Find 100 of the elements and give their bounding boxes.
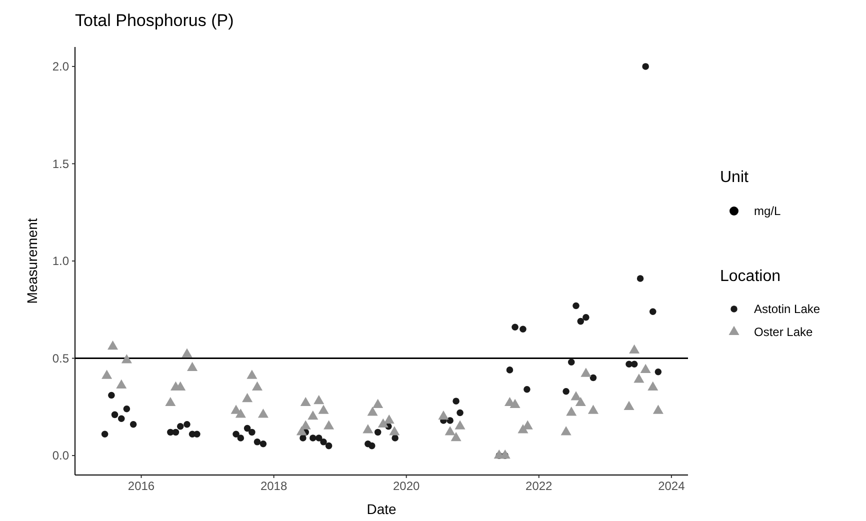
point: [300, 396, 311, 406]
y-tick-label: 0.0: [52, 448, 70, 463]
y-tick-label: 1.0: [52, 254, 70, 268]
point: [642, 63, 649, 70]
point: [172, 428, 180, 436]
point: [242, 393, 253, 402]
point: [524, 386, 530, 393]
point: [572, 302, 580, 310]
point: [652, 404, 664, 414]
point: [570, 391, 582, 400]
point: [560, 426, 572, 436]
point: [510, 398, 520, 408]
y-tick-label: 2.0: [52, 60, 70, 74]
point: [372, 398, 384, 408]
point: [636, 275, 644, 282]
point: [235, 408, 246, 418]
point: [450, 432, 462, 442]
point: [590, 374, 597, 382]
point: [588, 404, 598, 414]
point: [118, 415, 125, 422]
point: [324, 420, 334, 430]
point: [184, 421, 190, 428]
point: [320, 438, 327, 446]
point: [308, 410, 318, 420]
point: [246, 370, 258, 379]
point: [389, 426, 400, 436]
point: [367, 406, 378, 416]
point: [123, 405, 130, 412]
point: [520, 326, 526, 332]
point: [165, 396, 176, 406]
y-tick-label: 0.5: [52, 351, 70, 366]
point: [640, 364, 651, 373]
point: [111, 411, 118, 418]
point: [102, 370, 112, 379]
point: [258, 408, 268, 418]
point: [254, 438, 261, 446]
x-axis-title: Date: [366, 501, 396, 517]
x-tick-label: 2020: [393, 479, 420, 493]
y-axis-title: Measurement: [24, 218, 40, 304]
point: [452, 398, 460, 404]
point: [314, 394, 324, 404]
point: [368, 442, 376, 450]
point: [634, 374, 644, 383]
point: [446, 417, 454, 424]
point: [194, 430, 200, 438]
point: [577, 318, 584, 325]
y-tick-label: 1.5: [52, 156, 70, 171]
point: [444, 426, 456, 436]
point: [310, 434, 316, 442]
point: [630, 360, 638, 368]
point: [260, 440, 267, 448]
point: [315, 434, 322, 442]
x-tick-label: 2018: [260, 479, 288, 493]
point: [130, 421, 137, 428]
legend-title: Location: [720, 268, 780, 285]
point: [318, 404, 329, 414]
point: [649, 308, 656, 315]
legend-label: Oster Lake: [754, 325, 814, 340]
x-tick-label: 2022: [526, 479, 553, 493]
point: [187, 362, 198, 372]
point: [582, 314, 590, 321]
point: [244, 424, 251, 432]
point: [629, 344, 640, 354]
point: [624, 400, 634, 410]
point: [237, 434, 244, 442]
point: [108, 340, 118, 350]
point: [300, 434, 306, 442]
point: [438, 410, 449, 420]
point: [562, 388, 570, 395]
legend-label: Astotin Lake: [754, 302, 820, 316]
point: [512, 324, 518, 331]
point: [108, 392, 115, 399]
point: [568, 358, 575, 366]
point: [575, 396, 586, 406]
point: [654, 368, 662, 376]
point: [374, 428, 382, 436]
point: [500, 449, 510, 459]
point: [116, 379, 127, 389]
point: [325, 442, 332, 450]
point: [362, 424, 374, 434]
point: [648, 381, 658, 390]
point: [176, 422, 184, 430]
text: mg/L: [754, 204, 782, 218]
point: [456, 409, 464, 416]
point: [248, 428, 256, 436]
point: [506, 366, 514, 374]
chart-title: Total Phosphorus (P): [75, 11, 234, 30]
text: Unit: [720, 169, 750, 186]
x-tick-label: 2024: [658, 479, 686, 493]
x-tick-label: 2016: [128, 479, 155, 493]
point: [101, 430, 108, 438]
point: [121, 354, 132, 364]
point: [232, 430, 240, 438]
point: [182, 348, 192, 358]
point: [454, 420, 466, 430]
point: [566, 406, 577, 416]
point: [384, 414, 394, 424]
point: [378, 418, 388, 428]
point: [580, 368, 592, 377]
point: [252, 381, 263, 390]
